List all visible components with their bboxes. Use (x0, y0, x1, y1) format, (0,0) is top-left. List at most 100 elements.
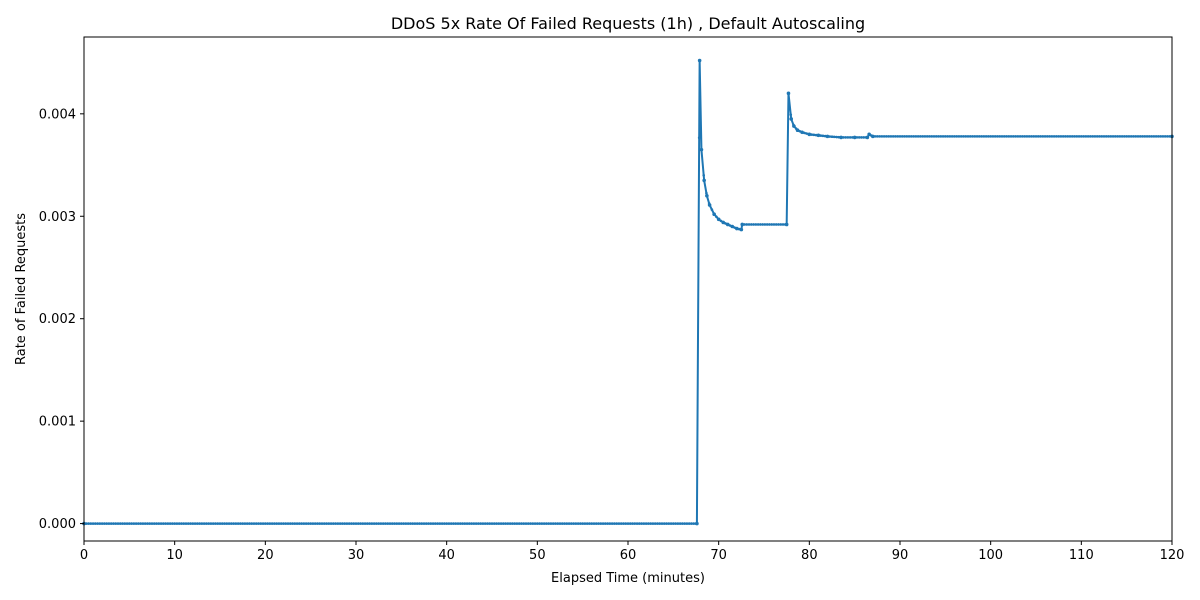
series-point (354, 522, 358, 525)
series-point (214, 522, 217, 525)
series-point (953, 135, 956, 138)
series-point (690, 522, 693, 525)
series-point (770, 223, 774, 226)
series-point (692, 522, 696, 525)
series-point (411, 522, 414, 525)
series-point (754, 223, 758, 226)
series-point (1055, 135, 1058, 138)
series-point (880, 135, 884, 138)
series-point (930, 135, 934, 138)
series-point (275, 522, 278, 525)
series-point (576, 522, 580, 525)
series-point (542, 522, 546, 525)
series-point (910, 135, 913, 138)
series-point (676, 522, 680, 525)
data-point (807, 132, 812, 137)
series-point (393, 522, 396, 525)
x-tick-label: 110 (1069, 548, 1094, 563)
series-point (581, 522, 584, 525)
series-point (1016, 135, 1020, 138)
series-point (608, 522, 612, 525)
series-point (955, 135, 958, 138)
series-point (1132, 135, 1135, 138)
series-point (928, 135, 931, 138)
x-axis-label: Elapsed Time (minutes) (551, 571, 705, 586)
series-point (320, 522, 324, 525)
series-point (309, 522, 312, 525)
series-point (678, 522, 682, 525)
series-point (932, 135, 936, 138)
series-point (148, 522, 152, 525)
series-point (919, 135, 922, 138)
series-point (898, 135, 902, 138)
series-point (715, 215, 718, 219)
series-point (377, 522, 380, 525)
y-axis-label: Rate of Failed Requests (14, 213, 29, 365)
data-point (721, 220, 725, 225)
series-point (347, 522, 351, 525)
series-point (282, 522, 285, 525)
series-point (896, 135, 900, 138)
series-point (1150, 135, 1153, 138)
series-point (644, 522, 648, 525)
series-point (132, 522, 136, 525)
series-point (946, 135, 949, 138)
series-point (1068, 135, 1072, 138)
series-point (1104, 135, 1108, 138)
series-point (152, 522, 156, 525)
series-point (765, 223, 769, 226)
series-point (1002, 135, 1006, 138)
series-point (862, 136, 866, 139)
series-point (619, 522, 623, 525)
series-point (300, 522, 303, 525)
plot-area-frame (83, 36, 1173, 542)
series-point (538, 522, 541, 525)
series-point (146, 522, 149, 525)
x-tick-label: 70 (710, 548, 727, 563)
series-point (805, 132, 808, 135)
series-point (343, 522, 346, 525)
series-point (400, 522, 403, 525)
series-point (761, 223, 764, 226)
series-point (91, 522, 95, 525)
series-point (1159, 135, 1162, 138)
series-point (1027, 135, 1031, 138)
x-tick-label: 0 (80, 548, 88, 563)
data-point (784, 222, 789, 227)
series-point (588, 522, 591, 525)
series-point (660, 522, 664, 525)
series-point (672, 522, 675, 525)
series-point (966, 135, 970, 138)
series-point (200, 522, 204, 525)
series-point (750, 223, 753, 226)
series-point (934, 135, 938, 138)
series-point (177, 522, 181, 525)
series-point (882, 135, 886, 138)
series-point (549, 522, 553, 525)
series-point (1043, 135, 1047, 138)
series-point (130, 522, 133, 525)
series-point (1061, 135, 1065, 138)
series-point (327, 522, 331, 525)
y-tick-label: 0.002 (39, 312, 76, 327)
series-point (359, 522, 362, 525)
series-point (356, 522, 360, 525)
series-point (87, 522, 90, 525)
series-point (860, 136, 863, 139)
series-point (907, 135, 911, 138)
series-point (486, 522, 489, 525)
series-point (402, 522, 405, 525)
series-point (468, 522, 471, 525)
series-point (368, 522, 371, 525)
series-point (1145, 135, 1149, 138)
series-point (350, 522, 353, 525)
series-point (891, 135, 895, 138)
series-point (923, 135, 927, 138)
series-point (338, 522, 342, 525)
series-point (647, 522, 650, 525)
series-point (1018, 135, 1022, 138)
series-point (366, 522, 369, 525)
series-point (143, 522, 147, 525)
series-point (916, 135, 920, 138)
data-point (735, 226, 739, 231)
